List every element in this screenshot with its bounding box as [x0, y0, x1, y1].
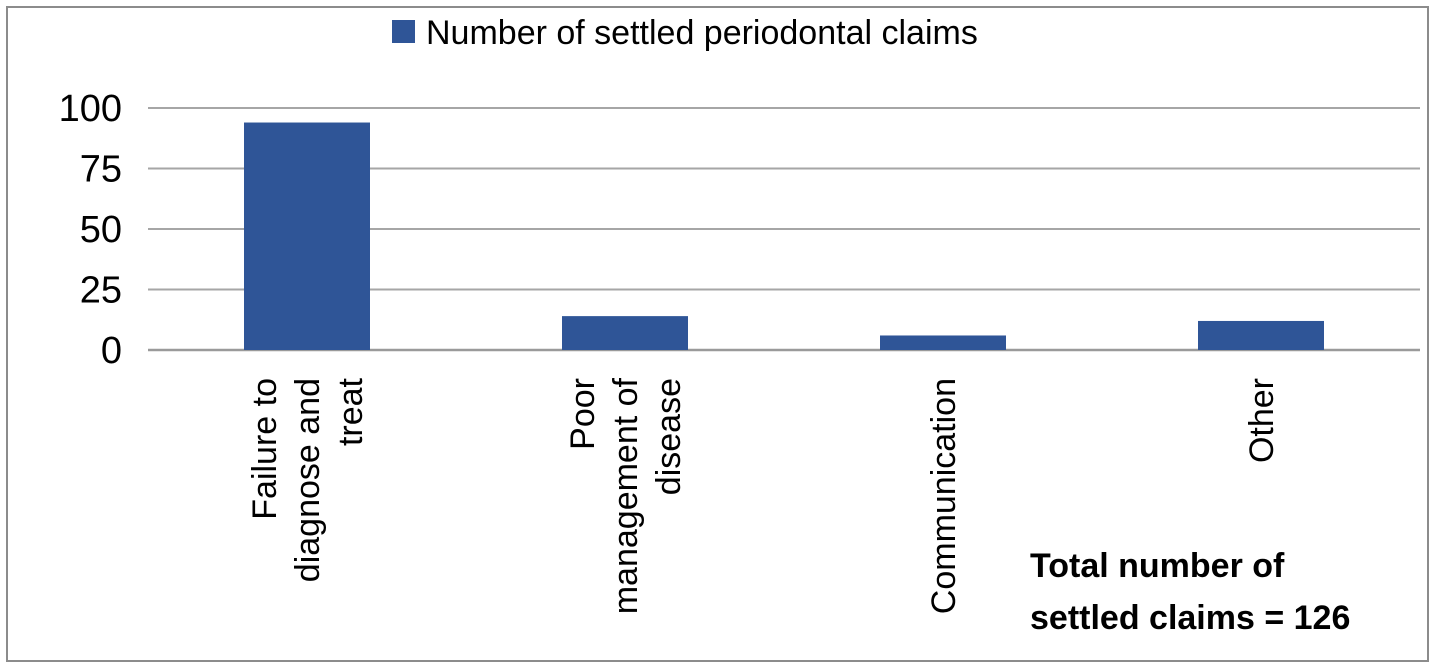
total-claims-annotation: Total number of settled claims = 126: [1030, 540, 1420, 644]
legend-swatch: [392, 20, 415, 43]
category-label-1-line-2: disease: [650, 378, 688, 495]
category-label-1-line-0: Poor: [564, 378, 602, 450]
category-label-0-line-2: treat: [332, 377, 370, 446]
bar-0: [244, 122, 370, 351]
category-labels: Failure to diagnose and treat Poor managemen…: [246, 377, 1281, 614]
legend: Number of settled periodontal claims: [392, 14, 978, 52]
category-label-2: Communication: [925, 378, 963, 614]
category-label-3-line-0: Other: [1243, 378, 1281, 463]
y-axis-ticks: 0 25 50 75 100: [59, 88, 122, 372]
chart-frame: [6, 6, 1429, 662]
annotation-line-1: Total number of: [1030, 547, 1285, 585]
annotation-line-2: settled claims = 126: [1030, 599, 1351, 637]
bars: [244, 122, 1324, 351]
bar-3: [1198, 320, 1324, 350]
y-tick-label-25: 25: [80, 270, 122, 312]
category-label-1-line-1: management of: [607, 377, 645, 614]
category-label-0: Failure to diagnose and treat: [246, 377, 370, 582]
y-tick-label-50: 50: [80, 209, 122, 251]
category-label-1: Poor management of disease: [564, 377, 688, 614]
category-label-0-line-0: Failure to: [246, 378, 284, 520]
category-label-0-line-1: diagnose and: [289, 378, 327, 582]
y-tick-label-75: 75: [80, 149, 122, 191]
category-label-3: Other: [1243, 378, 1281, 463]
bar-1: [562, 316, 688, 350]
category-label-2-line-0: Communication: [925, 378, 963, 614]
y-tick-label-0: 0: [101, 330, 122, 372]
bar-2: [880, 335, 1006, 350]
y-tick-label-100: 100: [59, 88, 122, 130]
legend-label: Number of settled periodontal claims: [426, 14, 978, 52]
